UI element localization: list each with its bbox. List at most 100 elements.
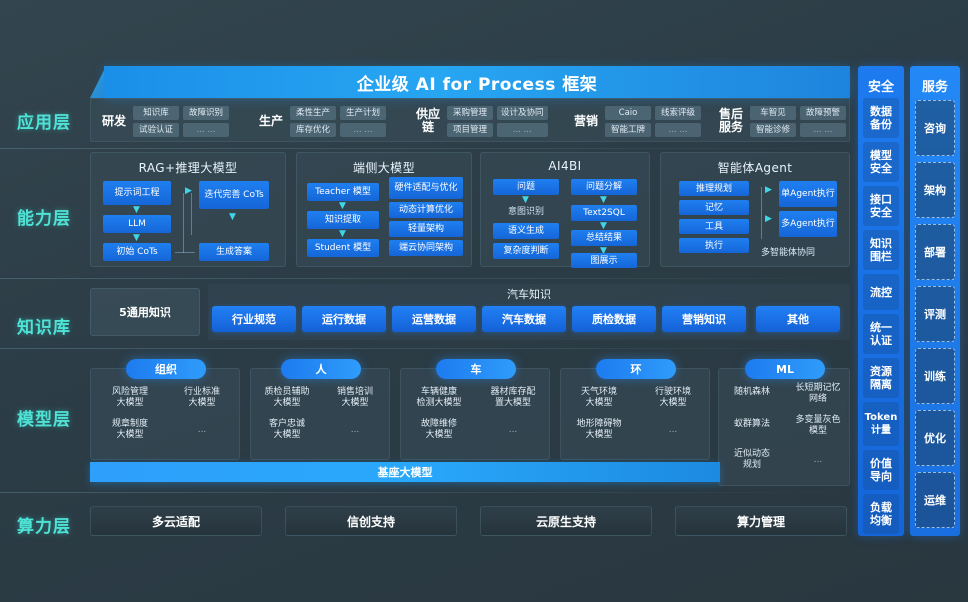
app-chip[interactable]: 线索评级	[655, 105, 701, 120]
knowledge-chip[interactable]: 质检数据	[572, 306, 656, 332]
app-chip[interactable]: 故障预警	[800, 105, 846, 120]
model-cell-more[interactable]: ...	[508, 425, 518, 435]
security-item-unified-auth[interactable]: 统一 认证	[863, 314, 899, 354]
model-cell[interactable]: 地形障碍物 大模型	[576, 419, 622, 440]
cap-node[interactable]: 多Agent执行	[779, 211, 837, 237]
security-item-model-security[interactable]: 模型 安全	[863, 142, 899, 182]
knowledge-chip[interactable]: 运营数据	[392, 306, 476, 332]
app-group-rnd[interactable]: 研发 知识库 试验认证 故障识别 ... ...	[99, 99, 229, 143]
model-cell[interactable]: 规章制度 大模型	[111, 419, 148, 440]
security-item-knowledge-fence[interactable]: 知识 围栏	[863, 230, 899, 270]
cap-node[interactable]: 迭代完善 CoTs	[199, 181, 269, 209]
security-item-flow-control[interactable]: 流控	[863, 274, 899, 310]
cap-node[interactable]: Text2SQL	[571, 205, 637, 221]
cap-node[interactable]: 记忆	[679, 200, 749, 215]
security-item-token-metering[interactable]: Token 计量	[863, 402, 899, 446]
model-cell[interactable]: 车辆健康 检测大模型	[416, 387, 462, 408]
app-chip[interactable]: 知识库	[133, 105, 179, 120]
model-cell[interactable]: 蚁群算法	[733, 419, 770, 429]
model-cell[interactable]: 客户忠诚 大模型	[268, 419, 305, 440]
cap-node[interactable]: 动态计算优化	[389, 202, 463, 218]
security-item-data-backup[interactable]: 数据 备份	[863, 98, 899, 138]
compute-button-xinchuang[interactable]: 信创支持	[285, 506, 457, 536]
cap-node[interactable]: 意图识别	[507, 207, 544, 217]
cap-node[interactable]: 问题	[493, 179, 559, 195]
cap-node[interactable]: 单Agent执行	[779, 181, 837, 207]
cap-node[interactable]: 知识提取	[307, 211, 379, 229]
compute-button-cloudnative[interactable]: 云原生支持	[480, 506, 652, 536]
model-cell-more[interactable]: ...	[813, 455, 823, 465]
cap-node[interactable]: 图展示	[571, 253, 637, 268]
app-chip[interactable]: 试验认证	[133, 122, 179, 137]
model-cell[interactable]: 器材库存配 置大模型	[490, 387, 536, 408]
service-item-training[interactable]: 训练	[915, 348, 955, 404]
service-item-architecture[interactable]: 架构	[915, 162, 955, 218]
model-cell[interactable]: 行驶环境 大模型	[654, 387, 691, 408]
service-item-evaluation[interactable]: 评测	[915, 286, 955, 342]
cap-node[interactable]: 轻量架构	[389, 221, 463, 237]
knowledge-chip[interactable]: 运行数据	[302, 306, 386, 332]
cap-node[interactable]: 端云协同架构	[389, 240, 463, 256]
model-cell[interactable]: 销售培训 大模型	[336, 387, 373, 408]
model-cell[interactable]: 风险管理 大模型	[111, 387, 148, 408]
model-cell[interactable]: 天气环境 大模型	[580, 387, 617, 408]
app-chip-more[interactable]: ... ...	[497, 122, 548, 137]
knowledge-general-box[interactable]: 5通用知识	[90, 288, 200, 336]
cap-node[interactable]: 问题分解	[571, 179, 637, 195]
security-item-load-balance[interactable]: 负载 均衡	[863, 494, 899, 534]
app-chip[interactable]: 采购管理	[447, 105, 493, 120]
model-cell[interactable]: 随机森林	[733, 387, 770, 397]
cap-node[interactable]: 总结结果	[571, 230, 637, 246]
app-chip[interactable]: 项目管理	[447, 122, 493, 137]
cap-node[interactable]: 初始 CoTs	[103, 243, 171, 261]
model-cell[interactable]: 质检员辅助 大模型	[264, 387, 310, 408]
model-cell-more[interactable]: ...	[350, 425, 360, 435]
compute-button-compute-mgmt[interactable]: 算力管理	[675, 506, 847, 536]
cap-node[interactable]: Student 模型	[307, 239, 379, 257]
app-group-production[interactable]: 生产 柔性生产 库存优化 生产计划 ... ...	[256, 99, 386, 143]
model-cell[interactable]: 行业标准 大模型	[183, 387, 220, 408]
compute-button-multicloud[interactable]: 多云适配	[90, 506, 262, 536]
app-chip[interactable]: 库存优化	[290, 122, 336, 137]
base-model-bar[interactable]: 基座大模型	[90, 462, 720, 482]
app-chip-more[interactable]: ... ...	[800, 122, 846, 137]
service-item-operations[interactable]: 运维	[915, 472, 955, 528]
app-chip[interactable]: 车智见	[750, 105, 796, 120]
cap-node[interactable]: 语义生成	[493, 223, 559, 239]
knowledge-chip[interactable]: 行业规范	[212, 306, 296, 332]
model-cell-more[interactable]: ...	[197, 425, 207, 435]
security-item-resource-isolation[interactable]: 资源 隔离	[863, 358, 899, 398]
app-chip[interactable]: 生产计划	[340, 105, 386, 120]
cap-node[interactable]: 硬件适配与优化	[389, 177, 463, 199]
app-group-supply-chain[interactable]: 供应链 采购管理 项目管理 设计及协同 ... ...	[413, 99, 548, 143]
cap-node[interactable]: Teacher 模型	[307, 183, 379, 201]
service-item-consulting[interactable]: 咨询	[915, 100, 955, 156]
cap-node[interactable]: 生成答案	[199, 243, 269, 261]
security-item-value-orientation[interactable]: 价值 导向	[863, 450, 899, 490]
security-item-api-security[interactable]: 接口 安全	[863, 186, 899, 226]
service-item-optimization[interactable]: 优化	[915, 410, 955, 466]
knowledge-chip[interactable]: 营销知识	[662, 306, 746, 332]
app-chip[interactable]: 故障识别	[183, 105, 229, 120]
cap-node[interactable]: 复杂度判断	[493, 243, 559, 259]
app-chip[interactable]: 设计及协同	[497, 105, 548, 120]
app-chip[interactable]: Caio	[605, 105, 651, 120]
app-chip[interactable]: 智能诊修	[750, 122, 796, 137]
cap-node[interactable]: 提示词工程	[103, 181, 171, 205]
knowledge-chip[interactable]: 其他	[756, 306, 840, 332]
cap-node[interactable]: LLM	[103, 215, 171, 233]
model-cell-more[interactable]: ...	[668, 425, 678, 435]
model-cell[interactable]: 长短期记忆 网络	[795, 383, 841, 404]
app-chip[interactable]: 柔性生产	[290, 105, 336, 120]
app-group-after-sales[interactable]: 售后服务 车智见 智能诊修 故障预警 ... ...	[716, 99, 846, 143]
cap-node[interactable]: 执行	[679, 238, 749, 253]
model-cell[interactable]: 多变量灰色 模型	[795, 415, 841, 436]
cap-node[interactable]: 推理规划	[679, 181, 749, 196]
model-cell[interactable]: 近似动态 规划	[733, 449, 770, 470]
model-cell[interactable]: 故障维修 大模型	[420, 419, 457, 440]
app-chip[interactable]: 智能工牌	[605, 122, 651, 137]
app-group-marketing[interactable]: 营销 Caio 智能工牌 线索评级 ... ...	[571, 99, 701, 143]
knowledge-chip[interactable]: 汽车数据	[482, 306, 566, 332]
app-chip-more[interactable]: ... ...	[655, 122, 701, 137]
cap-node[interactable]: 工具	[679, 219, 749, 234]
